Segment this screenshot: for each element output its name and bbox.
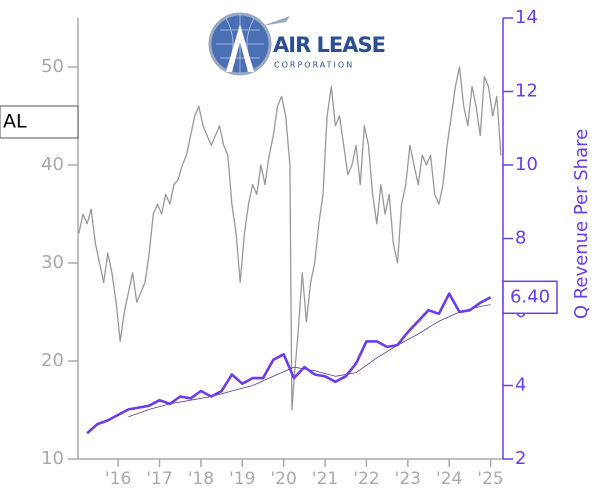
x-tick-label: '25 [477, 469, 503, 489]
value-label: 6.40 [510, 286, 550, 307]
ticker-label: AL [3, 111, 27, 133]
x-tick-label: '19 [229, 469, 255, 489]
x-tick-label: '17 [146, 469, 172, 489]
y-tick-label: 30 [41, 252, 64, 273]
logo-subtitle: CORPORATION [274, 61, 354, 70]
y2-tick-label: 2 [515, 448, 526, 469]
y2-tick-label: 10 [515, 154, 538, 175]
x-tick-label: '21 [312, 469, 338, 489]
y2-tick-label: 14 [515, 7, 538, 28]
series-line [86, 292, 492, 435]
value-label-frame [502, 280, 558, 315]
y-tick-label: 20 [41, 350, 64, 371]
x-tick-label: '24 [436, 469, 462, 489]
x-tick-label: '23 [395, 469, 421, 489]
x-tick-label: '20 [271, 469, 297, 489]
logo: AIR LEASE CORPORATION [208, 12, 386, 76]
series-line [78, 66, 502, 411]
series-line [128, 304, 491, 418]
x-tick-label: '18 [188, 469, 214, 489]
y-tick-label: 40 [41, 154, 64, 175]
value-label-box: 6.40 [502, 280, 558, 315]
y2-tick-label: 8 [515, 228, 526, 249]
y-tick-label: 50 [41, 56, 64, 77]
logo-name: AIR LEASE [273, 33, 385, 57]
y2-axis-title: Q Revenue Per Share [571, 129, 592, 319]
y2-tick-label: 12 [515, 81, 538, 102]
logo-a [226, 24, 254, 72]
x-tick-label: '22 [353, 469, 379, 489]
y-tick-label: 10 [41, 448, 64, 469]
ticker-frame [0, 105, 79, 139]
logo-plane [262, 16, 290, 26]
y2-tick-label: 4 [515, 375, 526, 396]
x-tick-label: '16 [105, 469, 131, 489]
